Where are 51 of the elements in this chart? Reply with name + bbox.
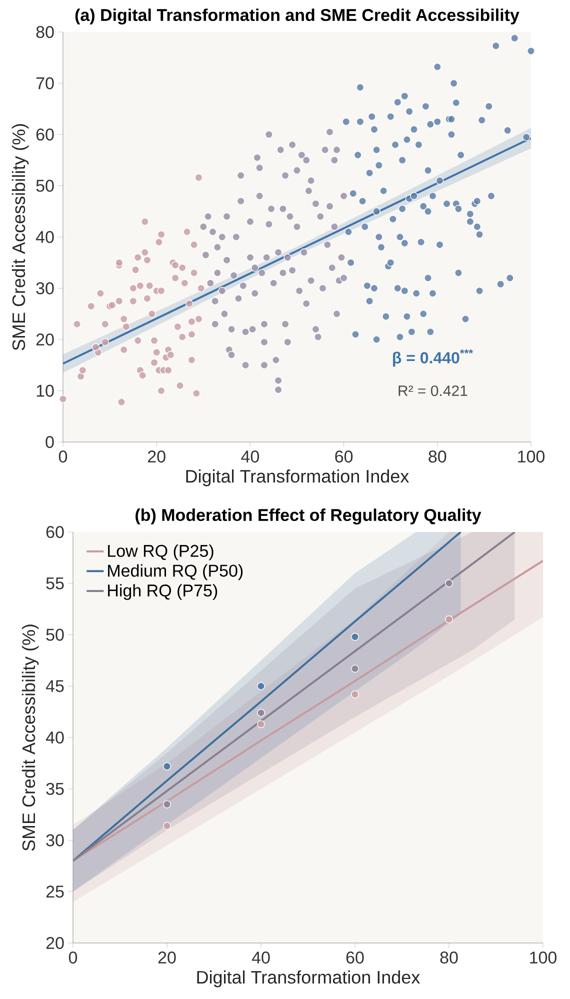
point xyxy=(257,708,265,717)
y-tick-label: 10 xyxy=(36,384,54,397)
x-tick-label: 20 xyxy=(158,952,176,964)
y-tick-label: 50 xyxy=(36,180,54,192)
annotation: R² = 0.421 xyxy=(398,385,468,396)
point xyxy=(445,579,453,588)
y-tick-label: 60 xyxy=(46,526,64,538)
y-tick-label: 70 xyxy=(36,77,54,90)
point xyxy=(257,720,265,728)
x-tick-label: 80 xyxy=(428,450,446,463)
x-tick-label: 40 xyxy=(241,450,259,463)
x-tick-label: 40 xyxy=(252,952,270,964)
x-tick-label: 100 xyxy=(530,952,557,964)
point xyxy=(257,682,265,690)
x-axis-title: Digital Transformation Index xyxy=(197,970,420,988)
x-tick-label: 100 xyxy=(518,450,545,463)
x-axis-title: Digital Transformation Index xyxy=(186,469,409,486)
point xyxy=(163,800,171,808)
legend-label: High RQ (P75) xyxy=(108,584,218,600)
point xyxy=(163,762,171,770)
x-tick-label: 0 xyxy=(68,952,78,964)
point xyxy=(445,615,453,624)
y-tick-label: 20 xyxy=(46,936,64,950)
y-tick-label: 55 xyxy=(46,577,64,590)
x-tick-label: 60 xyxy=(346,952,364,964)
x-tick-label: 20 xyxy=(148,450,166,463)
y-tick-label: 40 xyxy=(36,230,54,244)
legend-label: Medium RQ (P50) xyxy=(108,564,243,580)
point xyxy=(163,822,171,830)
y-tick-label: 45 xyxy=(46,680,64,692)
y-tick-label: 40 xyxy=(46,731,64,744)
y-tick-label: 0 xyxy=(46,436,54,448)
y-tick-label: 80 xyxy=(36,26,54,38)
legend-label: Low RQ (P25) xyxy=(108,544,214,560)
y-tick-label: 60 xyxy=(36,128,54,141)
y-axis-title: SME Credit Accessibility (%) xyxy=(12,124,29,350)
y-tick-label: 30 xyxy=(36,282,54,294)
y-tick-label: 50 xyxy=(46,628,64,641)
annotation: β = 0.440$^{***}$ xyxy=(393,349,473,367)
y-axis-title: SME Credit Accessibility (%) xyxy=(22,624,39,851)
point xyxy=(351,664,359,673)
chart-title: (b) Moderation Effect of Regulatory Quality xyxy=(136,508,482,524)
y-tick-label: 25 xyxy=(46,886,64,898)
y-tick-label: 20 xyxy=(36,333,54,346)
x-tick-label: 80 xyxy=(440,952,458,964)
point xyxy=(351,632,359,641)
x-tick-label: 60 xyxy=(335,450,353,463)
y-tick-label: 30 xyxy=(46,834,64,846)
point xyxy=(351,690,359,698)
y-tick-label: 35 xyxy=(46,782,64,795)
chart-title: (a) Digital Transformation and SME Credit Accessibility xyxy=(75,8,520,24)
